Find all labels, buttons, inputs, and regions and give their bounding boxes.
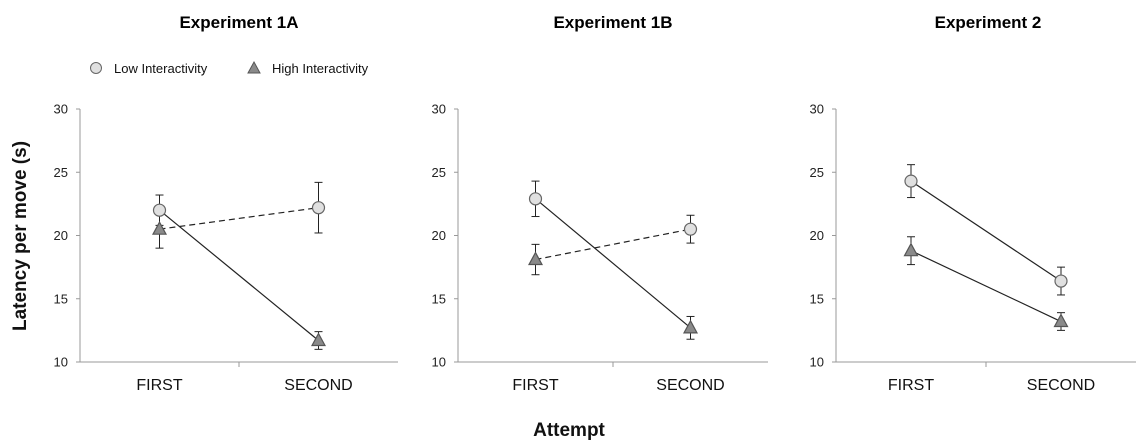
legend: Low Interactivity High Interactivity — [90, 60, 369, 76]
series-line-dashed — [535, 228, 691, 261]
panel-title: Experiment 1A — [179, 13, 298, 32]
y-tick-label: 20 — [810, 228, 824, 243]
series-line-solid — [535, 198, 691, 329]
low-interactivity-point — [683, 222, 698, 236]
legend-label-low: Low Interactivity — [114, 61, 208, 76]
y-tick-label: 20 — [432, 228, 446, 243]
panel-title: Experiment 1B — [553, 13, 672, 32]
y-tick-label: 25 — [54, 165, 68, 180]
low-interactivity-point — [904, 174, 918, 188]
x-tick-label: SECOND — [1027, 377, 1095, 394]
legend-label-high: High Interactivity — [272, 61, 369, 76]
legend-triangle-marker — [247, 60, 261, 74]
y-tick-label: 15 — [432, 291, 446, 306]
y-tick-label: 20 — [54, 228, 68, 243]
panel-2: Experiment 1B 10 15 20 25 30 FIRST SECOND — [432, 13, 768, 394]
low-interactivity-point — [311, 201, 326, 215]
series-line-solid — [910, 250, 1062, 323]
y-tick-label: 10 — [810, 355, 824, 370]
y-axis-label: Latency per move (s) — [10, 141, 31, 331]
high-interactivity-point — [310, 332, 327, 347]
y-tick-label: 15 — [810, 291, 824, 306]
y-tick-label: 30 — [810, 102, 824, 117]
panel-title: Experiment 2 — [935, 13, 1042, 32]
y-tick-label: 25 — [810, 165, 824, 180]
x-tick-label: SECOND — [656, 377, 724, 394]
y-tick-label: 10 — [54, 355, 68, 370]
low-interactivity-point — [152, 203, 167, 217]
high-interactivity-point — [1053, 313, 1069, 328]
series-line-solid — [910, 180, 1062, 282]
y-tick-label: 25 — [432, 165, 446, 180]
x-tick-label: SECOND — [284, 377, 352, 394]
x-tick-label: FIRST — [888, 377, 934, 394]
y-tick-label: 10 — [432, 355, 446, 370]
series-line-dashed — [159, 207, 319, 230]
low-interactivity-point — [1054, 274, 1068, 288]
panel-1: Experiment 1A 10 15 20 25 30 FIRST SECOND — [54, 13, 398, 394]
y-tick-label: 30 — [54, 102, 68, 117]
high-interactivity-point — [903, 242, 919, 257]
legend-circle-marker — [90, 62, 102, 74]
x-tick-label: FIRST — [512, 377, 558, 394]
x-axis-label: Attempt — [533, 420, 605, 441]
y-tick-label: 15 — [54, 291, 68, 306]
y-tick-label: 30 — [432, 102, 446, 117]
low-interactivity-point — [528, 192, 543, 206]
x-tick-label: FIRST — [136, 377, 182, 394]
high-interactivity-point — [151, 220, 168, 235]
high-interactivity-point — [527, 251, 544, 266]
series-line-solid — [159, 209, 319, 341]
panel-3: Experiment 2 10 15 20 25 30 FIRST SECOND — [810, 13, 1136, 394]
high-interactivity-point — [682, 319, 699, 334]
